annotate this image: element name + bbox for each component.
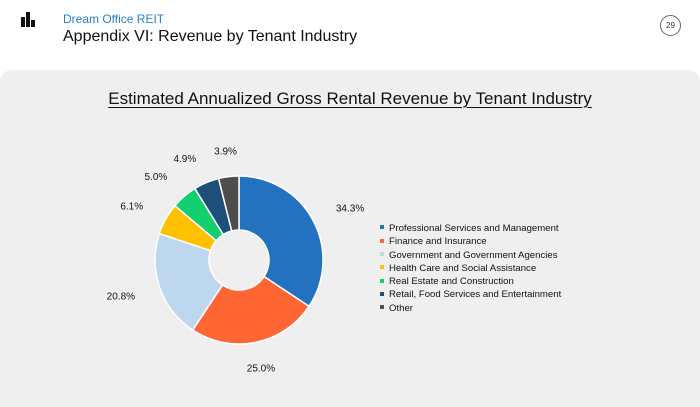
data-label-other: 3.9%	[214, 146, 237, 157]
data-label-real-estate-and-construction: 5.0%	[145, 172, 168, 183]
legend-label: Health Care and Social Assistance	[389, 262, 537, 274]
donut-chart: 34.3% 25.0% 20.8% 6.1% 5.0% 4.9% 3.9%	[107, 146, 365, 374]
data-label-retail-food-services-and-entertainment: 4.9%	[173, 154, 196, 165]
legend-item-real-estate-and-construction: Real Estate and Construction	[380, 275, 561, 288]
legend-swatch	[380, 278, 384, 283]
legend-label: Professional Services and Management	[389, 223, 559, 234]
page-title: Appendix VI: Revenue by Tenant Industry	[63, 28, 358, 45]
legend-label: Other	[389, 302, 413, 314]
data-label-health-care-and-social-assistance: 6.1%	[120, 202, 143, 213]
chart-legend: Professional Services and Management Fina…	[380, 222, 561, 315]
legend-swatch	[380, 238, 384, 243]
legend-swatch	[380, 305, 384, 310]
legend-item-finance-and-insurance: Finance and Insurance	[380, 235, 561, 248]
chart-panel: Estimated Annualized Gross Rental Revenu…	[0, 70, 700, 407]
data-label-professional-services-and-management: 34.3%	[336, 203, 364, 214]
legend-item-health-care-and-social-assistance: Health Care and Social Assistance	[380, 262, 561, 275]
data-label-finance-and-insurance: 25.0%	[247, 363, 275, 374]
slice-other	[217, 175, 240, 232]
slide-header: Dream Office REIT Appendix VI: Revenue b…	[0, 0, 700, 70]
slice-professional-services-and-management	[238, 175, 324, 308]
legend-swatch	[380, 252, 384, 257]
dream-logo-icon	[21, 12, 35, 27]
legend-item-professional-services-and-management: Professional Services and Management	[380, 222, 561, 235]
brand-name: Dream Office REIT	[63, 12, 165, 26]
slice-government-and-government-agencies	[154, 232, 224, 332]
legend-swatch	[380, 225, 384, 230]
legend-swatch	[380, 265, 384, 270]
legend-label: Government and Government Agencies	[389, 249, 558, 261]
chart-title: Estimated Annualized Gross Rental Revenu…	[108, 89, 592, 108]
legend-item-retail-food-services-and-entertainment: Retail, Food Services and Entertainment	[380, 288, 561, 301]
slice-finance-and-insurance	[191, 275, 311, 345]
page-number: 29	[660, 15, 681, 36]
legend-item-other: Other	[380, 302, 561, 315]
legend-label: Finance and Insurance	[389, 236, 487, 248]
legend-label: Real Estate and Construction	[389, 276, 514, 288]
data-label-government-and-government-agencies: 20.8%	[107, 291, 135, 302]
legend-item-government-and-government-agencies: Government and Government Agencies	[380, 249, 561, 262]
legend-swatch	[380, 291, 384, 296]
legend-label: Retail, Food Services and Entertainment	[389, 289, 562, 301]
